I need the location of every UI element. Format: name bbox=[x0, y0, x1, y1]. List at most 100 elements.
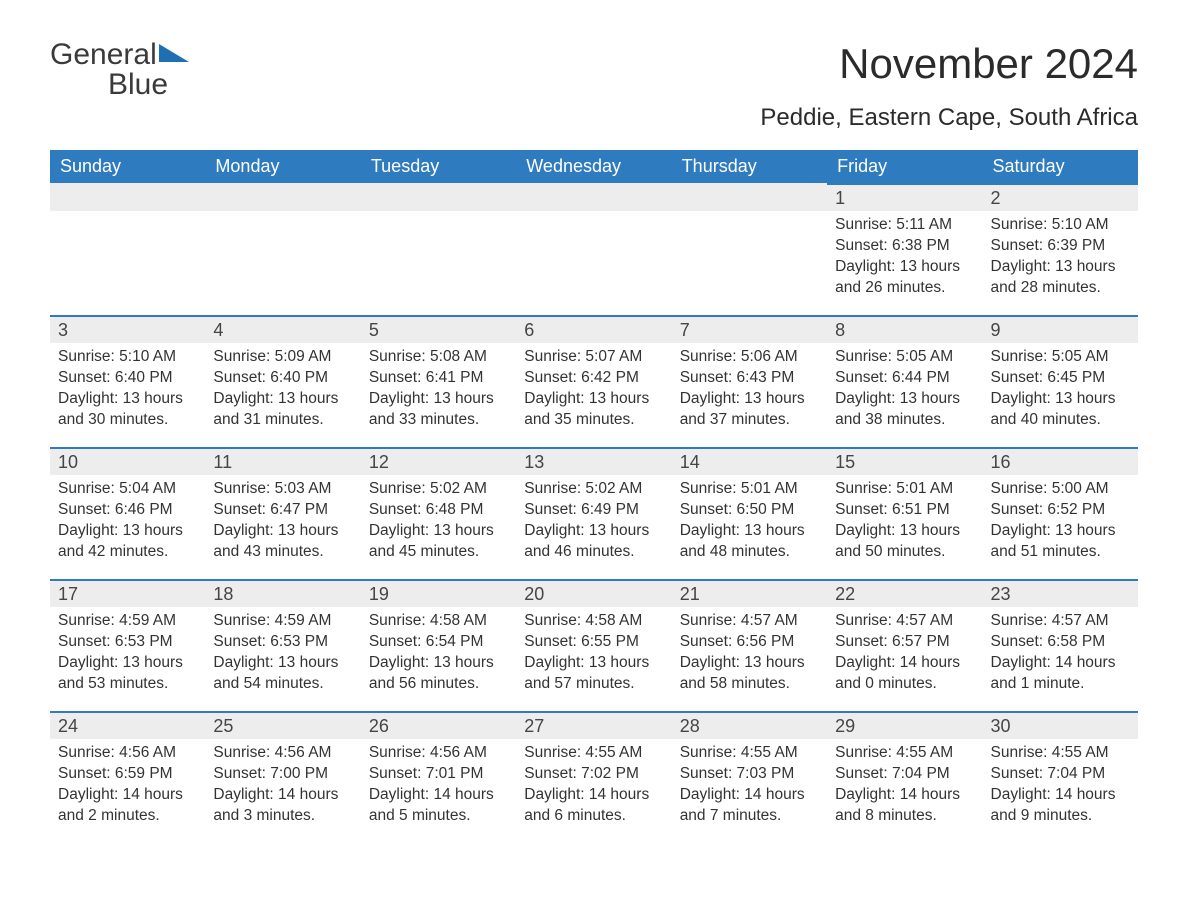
calendar-day-cell: 5Sunrise: 5:08 AMSunset: 6:41 PMDaylight… bbox=[361, 315, 516, 447]
day-sunset: Sunset: 6:59 PM bbox=[58, 764, 197, 785]
day-number: 17 bbox=[50, 579, 205, 607]
day-daylight: Daylight: 13 hours and 33 minutes. bbox=[369, 389, 508, 431]
day-sunrise: Sunrise: 5:10 AM bbox=[58, 347, 197, 368]
day-body: Sunrise: 5:07 AMSunset: 6:42 PMDaylight:… bbox=[516, 343, 671, 439]
day-daylight: Daylight: 13 hours and 58 minutes. bbox=[680, 653, 819, 695]
day-sunset: Sunset: 7:04 PM bbox=[991, 764, 1130, 785]
day-sunrise: Sunrise: 4:59 AM bbox=[58, 611, 197, 632]
calendar-day-cell: 22Sunrise: 4:57 AMSunset: 6:57 PMDayligh… bbox=[827, 579, 982, 711]
day-daylight: Daylight: 13 hours and 51 minutes. bbox=[991, 521, 1130, 563]
day-sunset: Sunset: 6:50 PM bbox=[680, 500, 819, 521]
calendar-day-cell: 9Sunrise: 5:05 AMSunset: 6:45 PMDaylight… bbox=[983, 315, 1138, 447]
day-daylight: Daylight: 14 hours and 1 minute. bbox=[991, 653, 1130, 695]
brand-triangle-icon bbox=[157, 51, 191, 68]
day-sunset: Sunset: 7:02 PM bbox=[524, 764, 663, 785]
calendar-table: SundayMondayTuesdayWednesdayThursdayFrid… bbox=[50, 150, 1138, 843]
weekday-header: Saturday bbox=[983, 150, 1138, 183]
calendar-day-cell: 14Sunrise: 5:01 AMSunset: 6:50 PMDayligh… bbox=[672, 447, 827, 579]
day-daylight: Daylight: 14 hours and 7 minutes. bbox=[680, 785, 819, 827]
day-sunrise: Sunrise: 5:06 AM bbox=[680, 347, 819, 368]
day-body: Sunrise: 5:05 AMSunset: 6:45 PMDaylight:… bbox=[983, 343, 1138, 439]
day-sunset: Sunset: 6:54 PM bbox=[369, 632, 508, 653]
day-sunset: Sunset: 6:45 PM bbox=[991, 368, 1130, 389]
day-sunset: Sunset: 6:43 PM bbox=[680, 368, 819, 389]
day-sunrise: Sunrise: 4:58 AM bbox=[524, 611, 663, 632]
calendar-empty-cell bbox=[672, 183, 827, 315]
weekday-header: Thursday bbox=[672, 150, 827, 183]
day-body: Sunrise: 5:04 AMSunset: 6:46 PMDaylight:… bbox=[50, 475, 205, 571]
day-body: Sunrise: 4:59 AMSunset: 6:53 PMDaylight:… bbox=[205, 607, 360, 703]
day-number: 16 bbox=[983, 447, 1138, 475]
brand-logo: General Blue bbox=[50, 40, 191, 100]
calendar-day-cell: 29Sunrise: 4:55 AMSunset: 7:04 PMDayligh… bbox=[827, 711, 982, 843]
day-sunrise: Sunrise: 4:56 AM bbox=[369, 743, 508, 764]
day-body: Sunrise: 5:03 AMSunset: 6:47 PMDaylight:… bbox=[205, 475, 360, 571]
day-body: Sunrise: 4:55 AMSunset: 7:03 PMDaylight:… bbox=[672, 739, 827, 835]
day-sunset: Sunset: 6:53 PM bbox=[213, 632, 352, 653]
day-daylight: Daylight: 13 hours and 45 minutes. bbox=[369, 521, 508, 563]
calendar-week-row: 10Sunrise: 5:04 AMSunset: 6:46 PMDayligh… bbox=[50, 447, 1138, 579]
calendar-day-cell: 17Sunrise: 4:59 AMSunset: 6:53 PMDayligh… bbox=[50, 579, 205, 711]
day-daylight: Daylight: 13 hours and 53 minutes. bbox=[58, 653, 197, 695]
weekday-header: Sunday bbox=[50, 150, 205, 183]
calendar-day-cell: 18Sunrise: 4:59 AMSunset: 6:53 PMDayligh… bbox=[205, 579, 360, 711]
header: General Blue November 2024 bbox=[50, 40, 1138, 100]
day-number: 8 bbox=[827, 315, 982, 343]
day-sunrise: Sunrise: 5:04 AM bbox=[58, 479, 197, 500]
day-number: 14 bbox=[672, 447, 827, 475]
calendar-day-cell: 3Sunrise: 5:10 AMSunset: 6:40 PMDaylight… bbox=[50, 315, 205, 447]
day-sunset: Sunset: 6:48 PM bbox=[369, 500, 508, 521]
day-number: 21 bbox=[672, 579, 827, 607]
calendar-day-cell: 26Sunrise: 4:56 AMSunset: 7:01 PMDayligh… bbox=[361, 711, 516, 843]
day-sunrise: Sunrise: 5:03 AM bbox=[213, 479, 352, 500]
calendar-body: 1Sunrise: 5:11 AMSunset: 6:38 PMDaylight… bbox=[50, 183, 1138, 843]
day-number: 4 bbox=[205, 315, 360, 343]
calendar-empty-cell bbox=[50, 183, 205, 315]
day-body: Sunrise: 4:55 AMSunset: 7:02 PMDaylight:… bbox=[516, 739, 671, 835]
day-number: 12 bbox=[361, 447, 516, 475]
day-number: 11 bbox=[205, 447, 360, 475]
day-number: 3 bbox=[50, 315, 205, 343]
day-sunrise: Sunrise: 4:55 AM bbox=[680, 743, 819, 764]
weekday-header: Tuesday bbox=[361, 150, 516, 183]
day-sunrise: Sunrise: 5:11 AM bbox=[835, 215, 974, 236]
day-sunset: Sunset: 6:47 PM bbox=[213, 500, 352, 521]
day-sunset: Sunset: 6:58 PM bbox=[991, 632, 1130, 653]
day-number: 24 bbox=[50, 711, 205, 739]
day-daylight: Daylight: 13 hours and 37 minutes. bbox=[680, 389, 819, 431]
day-sunrise: Sunrise: 5:01 AM bbox=[835, 479, 974, 500]
day-body: Sunrise: 5:02 AMSunset: 6:49 PMDaylight:… bbox=[516, 475, 671, 571]
calendar-day-cell: 16Sunrise: 5:00 AMSunset: 6:52 PMDayligh… bbox=[983, 447, 1138, 579]
day-number: 9 bbox=[983, 315, 1138, 343]
day-sunset: Sunset: 7:00 PM bbox=[213, 764, 352, 785]
empty-daynum bbox=[205, 183, 360, 211]
day-sunset: Sunset: 6:53 PM bbox=[58, 632, 197, 653]
day-sunset: Sunset: 6:42 PM bbox=[524, 368, 663, 389]
day-daylight: Daylight: 13 hours and 40 minutes. bbox=[991, 389, 1130, 431]
day-sunrise: Sunrise: 5:01 AM bbox=[680, 479, 819, 500]
day-sunrise: Sunrise: 5:09 AM bbox=[213, 347, 352, 368]
day-number: 2 bbox=[983, 183, 1138, 211]
day-body: Sunrise: 4:57 AMSunset: 6:58 PMDaylight:… bbox=[983, 607, 1138, 703]
day-sunrise: Sunrise: 4:55 AM bbox=[524, 743, 663, 764]
brand-text: General Blue bbox=[50, 40, 191, 100]
calendar-day-cell: 10Sunrise: 5:04 AMSunset: 6:46 PMDayligh… bbox=[50, 447, 205, 579]
day-sunrise: Sunrise: 4:55 AM bbox=[835, 743, 974, 764]
day-number: 10 bbox=[50, 447, 205, 475]
day-sunset: Sunset: 6:52 PM bbox=[991, 500, 1130, 521]
calendar-day-cell: 8Sunrise: 5:05 AMSunset: 6:44 PMDaylight… bbox=[827, 315, 982, 447]
day-body: Sunrise: 5:10 AMSunset: 6:39 PMDaylight:… bbox=[983, 211, 1138, 307]
day-number: 22 bbox=[827, 579, 982, 607]
day-sunset: Sunset: 7:03 PM bbox=[680, 764, 819, 785]
day-sunset: Sunset: 6:55 PM bbox=[524, 632, 663, 653]
calendar-empty-cell bbox=[516, 183, 671, 315]
day-body: Sunrise: 4:59 AMSunset: 6:53 PMDaylight:… bbox=[50, 607, 205, 703]
day-body: Sunrise: 5:01 AMSunset: 6:50 PMDaylight:… bbox=[672, 475, 827, 571]
day-sunrise: Sunrise: 4:56 AM bbox=[213, 743, 352, 764]
day-number: 23 bbox=[983, 579, 1138, 607]
day-number: 25 bbox=[205, 711, 360, 739]
calendar-day-cell: 4Sunrise: 5:09 AMSunset: 6:40 PMDaylight… bbox=[205, 315, 360, 447]
calendar-day-cell: 20Sunrise: 4:58 AMSunset: 6:55 PMDayligh… bbox=[516, 579, 671, 711]
day-daylight: Daylight: 14 hours and 0 minutes. bbox=[835, 653, 974, 695]
day-daylight: Daylight: 13 hours and 46 minutes. bbox=[524, 521, 663, 563]
